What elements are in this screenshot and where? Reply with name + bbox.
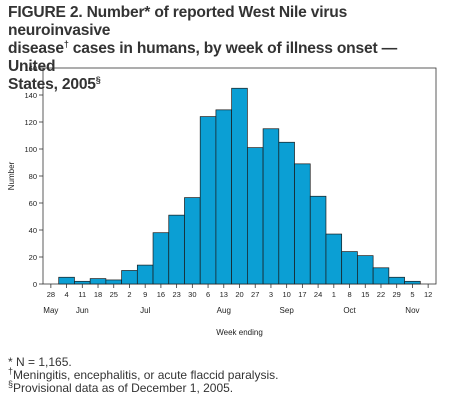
month-label-1: Jun [76,306,89,315]
bar-3 [89,278,107,285]
x-tick-label-8: 23 [172,290,180,299]
title-line1: Number* of reported West Nile virus neur… [8,4,348,39]
bar-17 [309,195,327,285]
bar-8 [168,214,185,285]
footnote-mark-section: § [8,379,14,389]
chart-title: FIGURE 2. Number* of reported West Nile … [8,4,444,94]
x-tick-label-9: 30 [188,290,196,299]
x-tick-label-20: 15 [361,290,369,299]
x-tick-label-23: 5 [410,290,414,299]
title-line2a: disease [8,40,64,57]
x-tick-label-15: 10 [282,290,290,299]
x-axis-label: Week ending [216,328,263,337]
footnote-dagger-text: Meningitis, encephalitis, or acute flacc… [13,368,279,382]
y-axis-label: Number [7,161,16,190]
y-tick-label-6: 120 [24,118,37,127]
footnote-mark-dagger: † [8,366,14,376]
bar-19 [341,251,358,285]
month-label-6: Nov [405,306,419,315]
x-tick-label-19: 8 [347,290,351,299]
bar-4 [105,279,122,285]
footnote-mark-asterisk: * [8,355,13,369]
month-label-2: Jul [140,306,150,315]
bar-5 [121,270,138,285]
footnote-section-text: Provisional data as of December 1, 2005. [13,381,234,395]
footnote-n-text: N = 1,165. [12,355,72,369]
footnotes: * N = 1,165. †Meningitis, encephalitis, … [8,356,278,395]
bar-10 [199,116,217,285]
bar-7 [152,232,170,285]
y-tick-label-5: 100 [24,145,37,154]
x-tick-label-22: 29 [393,290,401,299]
x-tick-label-18: 1 [332,290,336,299]
title-line3: States, 2005 [8,76,96,93]
bar-1 [58,276,75,285]
x-tick-label-13: 27 [251,290,259,299]
x-tick-label-17: 24 [314,290,322,299]
bar-12 [231,87,248,285]
x-tick-label-10: 6 [206,290,210,299]
x-tick-label-11: 13 [220,290,228,299]
x-tick-label-0: 28 [47,290,55,299]
bar-13 [247,147,264,285]
bar-20 [357,255,374,285]
y-tick-label-1: 20 [29,253,37,262]
bar-14 [262,128,280,285]
title-dagger-mark: † [63,39,69,49]
bar-2 [74,280,91,285]
x-tick-label-12: 20 [235,290,243,299]
bar-22 [388,276,405,285]
title-section-mark: § [95,75,101,85]
x-tick-label-2: 11 [78,290,86,299]
y-tick-label-7: 140 [24,91,37,100]
y-tick-label-2: 40 [29,226,37,235]
footnote-section: §Provisional data as of December 1, 2005… [8,379,278,395]
x-tick-label-4: 25 [110,290,118,299]
y-tick-label-3: 60 [29,199,37,208]
month-label-5: Oct [343,306,356,315]
bar-23 [404,280,421,285]
footnote-n: * N = 1,165. [8,356,278,369]
x-tick-label-7: 16 [157,290,165,299]
bar-6 [136,264,154,285]
y-tick-label-8: 160 [24,64,37,73]
y-tick-label-4: 80 [29,172,37,181]
x-tick-label-14: 3 [269,290,273,299]
bar-16 [294,163,311,285]
month-label-0: May [43,306,58,315]
bar-15 [278,141,295,285]
x-tick-label-5: 2 [127,290,131,299]
title-prefix: FIGURE 2. [8,4,83,21]
bar-18 [325,233,343,285]
x-tick-label-21: 22 [377,290,385,299]
bar-9 [184,197,201,285]
bar-21 [372,267,390,285]
x-tick-label-1: 4 [64,290,68,299]
x-tick-label-24: 12 [424,290,432,299]
x-tick-label-16: 17 [298,290,306,299]
x-tick-label-3: 18 [94,290,102,299]
footnote-dagger: †Meningitis, encephalitis, or acute flac… [8,366,279,382]
x-tick-label-6: 9 [143,290,147,299]
y-tick-label-0: 0 [33,280,37,289]
bar-11 [215,109,232,285]
month-label-3: Aug [217,306,231,315]
month-label-4: Sep [280,306,295,315]
title-line2b: cases in humans, by week of illness onse… [8,40,397,75]
